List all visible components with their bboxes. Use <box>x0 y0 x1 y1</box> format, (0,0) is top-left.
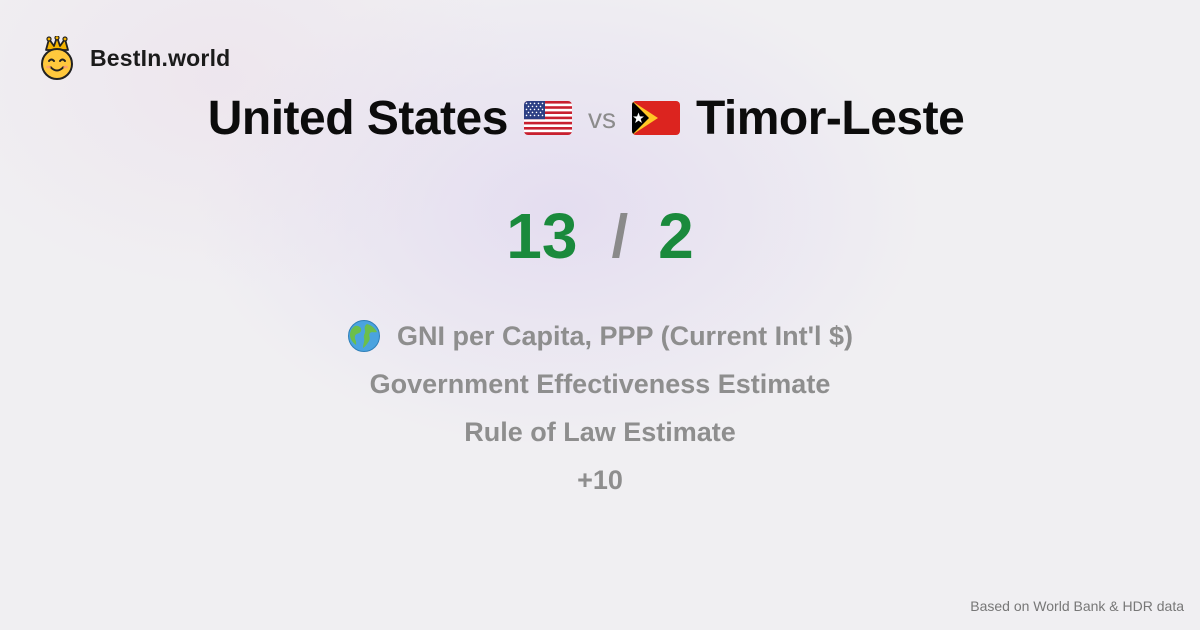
right-score: 2 <box>658 200 694 272</box>
globe-icon <box>348 320 380 352</box>
left-country-name: United States <box>207 91 509 145</box>
right-country-name: Timor-Leste <box>695 91 965 145</box>
metrics-list: GNI per Capita, PPP (Current Int'l $) Go… <box>0 312 1200 504</box>
score: 13 / 2 <box>0 196 1200 276</box>
metric-item: Rule of Law Estimate <box>464 408 736 456</box>
metric-item: GNI per Capita, PPP (Current Int'l $) <box>347 312 853 360</box>
comparison-title: United States vs Timor-Leste <box>0 86 1172 150</box>
us-flag-icon <box>523 101 572 135</box>
timor-leste-flag-icon <box>631 101 680 135</box>
metric-item: Government Effectiveness Estimate <box>370 360 831 408</box>
vs-label: vs <box>587 103 616 134</box>
more-metrics-count: +10 <box>577 456 623 504</box>
metric-label: Government Effectiveness Estimate <box>369 369 831 399</box>
brand[interactable]: BestIn.world <box>38 36 230 80</box>
crowned-smiley-icon <box>41 36 73 80</box>
data-source-note: Based on World Bank & HDR data <box>970 598 1184 614</box>
score-separator: / <box>611 202 629 270</box>
left-score: 13 <box>506 200 578 272</box>
metric-label: GNI per Capita, PPP (Current Int'l $) <box>397 321 853 351</box>
more-metrics-label: +10 <box>577 465 623 495</box>
brand-name: BestIn.world <box>90 44 231 71</box>
metric-label: Rule of Law Estimate <box>464 417 736 447</box>
